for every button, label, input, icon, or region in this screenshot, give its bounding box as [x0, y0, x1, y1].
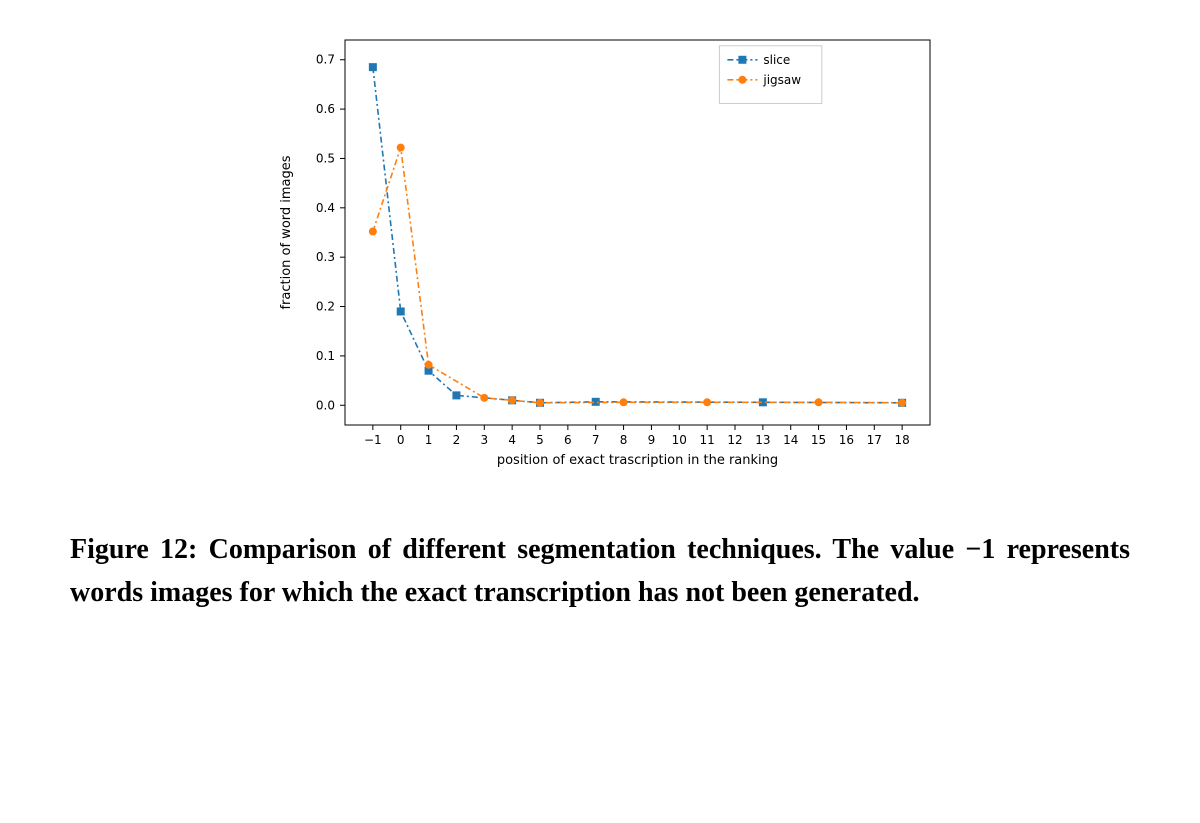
- svg-text:0.0: 0.0: [316, 398, 335, 412]
- svg-text:0.5: 0.5: [316, 151, 335, 165]
- svg-text:0.4: 0.4: [316, 201, 335, 215]
- svg-text:9: 9: [648, 433, 656, 447]
- figure-caption: Figure 12: Comparison of different segme…: [70, 528, 1130, 615]
- svg-text:16: 16: [839, 433, 854, 447]
- svg-text:0: 0: [397, 433, 405, 447]
- svg-text:0.6: 0.6: [316, 102, 335, 116]
- caption-prefix: Figure 12:: [70, 534, 197, 565]
- svg-text:6: 6: [564, 433, 572, 447]
- svg-text:2: 2: [453, 433, 461, 447]
- chart-container: −10123456789101112131415161718position o…: [250, 20, 950, 490]
- svg-text:7: 7: [592, 433, 600, 447]
- svg-text:4: 4: [508, 433, 516, 447]
- svg-text:fraction of word images: fraction of word images: [279, 155, 294, 309]
- svg-text:0.7: 0.7: [316, 53, 335, 67]
- svg-text:jigsaw: jigsaw: [762, 73, 801, 87]
- line-chart: −10123456789101112131415161718position o…: [250, 20, 950, 490]
- svg-text:17: 17: [867, 433, 882, 447]
- svg-text:13: 13: [755, 433, 770, 447]
- svg-text:10: 10: [672, 433, 687, 447]
- svg-text:1: 1: [425, 433, 433, 447]
- svg-text:11: 11: [700, 433, 715, 447]
- svg-text:0.2: 0.2: [316, 300, 335, 314]
- figure-page: −10123456789101112131415161718position o…: [0, 0, 1200, 823]
- svg-text:0.1: 0.1: [316, 349, 335, 363]
- svg-text:slice: slice: [763, 53, 790, 67]
- svg-text:3: 3: [480, 433, 488, 447]
- svg-text:8: 8: [620, 433, 628, 447]
- caption-part1: Comparison of different segmentation tec…: [197, 534, 965, 565]
- caption-minus-one: −1: [965, 534, 995, 565]
- svg-text:0.3: 0.3: [316, 250, 335, 264]
- svg-text:5: 5: [536, 433, 544, 447]
- svg-text:12: 12: [727, 433, 742, 447]
- svg-text:14: 14: [783, 433, 798, 447]
- svg-text:position of exact trascription: position of exact trascription in the ra…: [497, 453, 778, 468]
- svg-text:−1: −1: [364, 433, 382, 447]
- svg-text:15: 15: [811, 433, 826, 447]
- svg-text:18: 18: [895, 433, 910, 447]
